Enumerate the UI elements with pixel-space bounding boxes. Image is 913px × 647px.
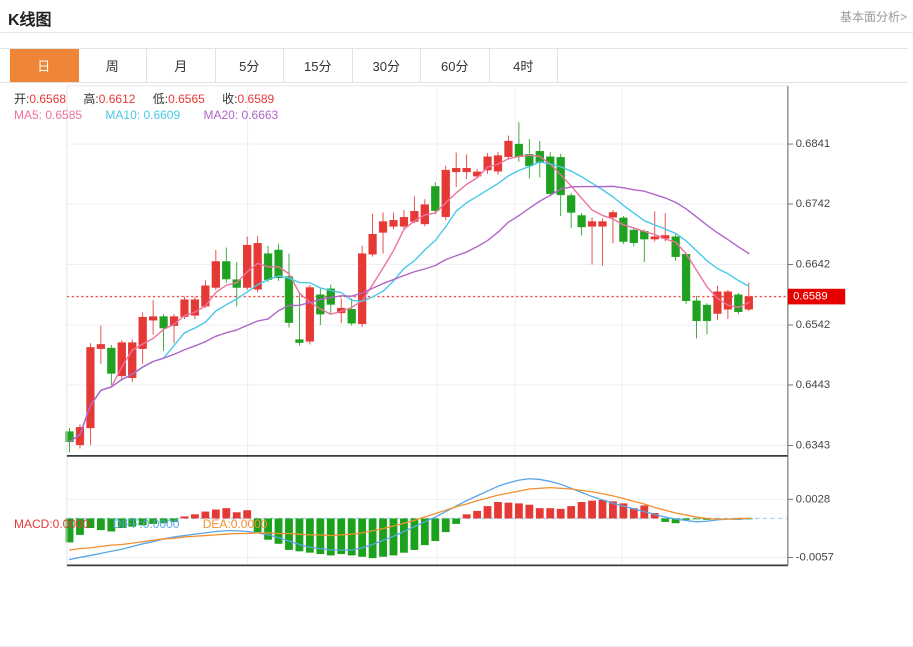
macd-label: MACD: [14,517,53,531]
tab-week[interactable]: 周 [78,49,147,82]
ma-legend: MA5: 0.6585 MA10: 0.6609 MA20: 0.6663 [14,108,298,122]
diff-label: DIFF: [112,517,143,531]
ma5-value: 0.6585 [45,108,83,122]
widget-header: K线图 基本面分析> [0,0,913,33]
high-value: 0.6612 [98,92,136,106]
low-label: 低: [152,92,169,106]
macd-legend: MACD:0.0000 DIFF:0.0000 DEA:0.0000 [14,517,287,531]
dea-label: DEA: [202,517,231,531]
tab-day[interactable]: 日 [10,49,79,82]
high-label: 高: [83,92,99,106]
svg-text:0.6343: 0.6343 [796,439,831,451]
dea-value: 0.0000 [230,517,268,531]
tabbar-spacer [0,49,10,82]
ma10-value: 0.6609 [143,108,181,122]
tab-4hour[interactable]: 4时 [489,49,558,82]
low-value: 0.6565 [168,92,205,106]
ma20-label: MA20: [203,108,239,122]
ma10-label: MA10: [105,108,141,122]
tab-15min[interactable]: 15分 [284,49,353,82]
ma20-value: 0.6663 [241,108,279,122]
svg-text:0.6542: 0.6542 [796,319,831,331]
macd-value: 0.0000 [52,517,90,531]
ohlc-legend: 开:0.6568 高:0.6612 低:0.6565 收:0.6589 [14,90,288,107]
fundamental-analysis-link[interactable]: 基本面分析> [839,10,907,24]
svg-text:0.0028: 0.0028 [796,493,831,505]
open-label: 开: [14,92,30,106]
svg-text:0.6742: 0.6742 [796,198,831,210]
kline-chart-canvas[interactable]: 0.6841 0.6742 0.6642 0.6542 0.6443 0.6343 0.00… [0,85,913,647]
current-price-tag [787,288,846,305]
open-value: 0.6568 [29,92,67,106]
tab-month[interactable]: 月 [147,49,216,82]
svg-text:0.6642: 0.6642 [796,259,831,271]
tab-30min[interactable]: 30分 [352,49,421,82]
page-title: K线图 [8,12,52,29]
chart-area: 0.6841 0.6742 0.6642 0.6542 0.6443 0.6343 0.00… [0,85,913,647]
tab-60min[interactable]: 60分 [421,49,490,82]
ma5-label: MA5: [14,108,43,122]
period-tabbar: 日 周 月 5分 15分 30分 60分 4时 [0,48,908,83]
diff-value: 0.0000 [142,517,180,531]
svg-text:0.6841: 0.6841 [796,138,831,150]
current-price-value: 0.6589 [793,291,828,303]
svg-text:0.6443: 0.6443 [796,379,831,391]
svg-text:-0.0057: -0.0057 [796,551,834,563]
close-label: 收: [222,92,238,106]
close-value: 0.6589 [237,92,275,106]
tab-5min[interactable]: 5分 [215,49,284,82]
